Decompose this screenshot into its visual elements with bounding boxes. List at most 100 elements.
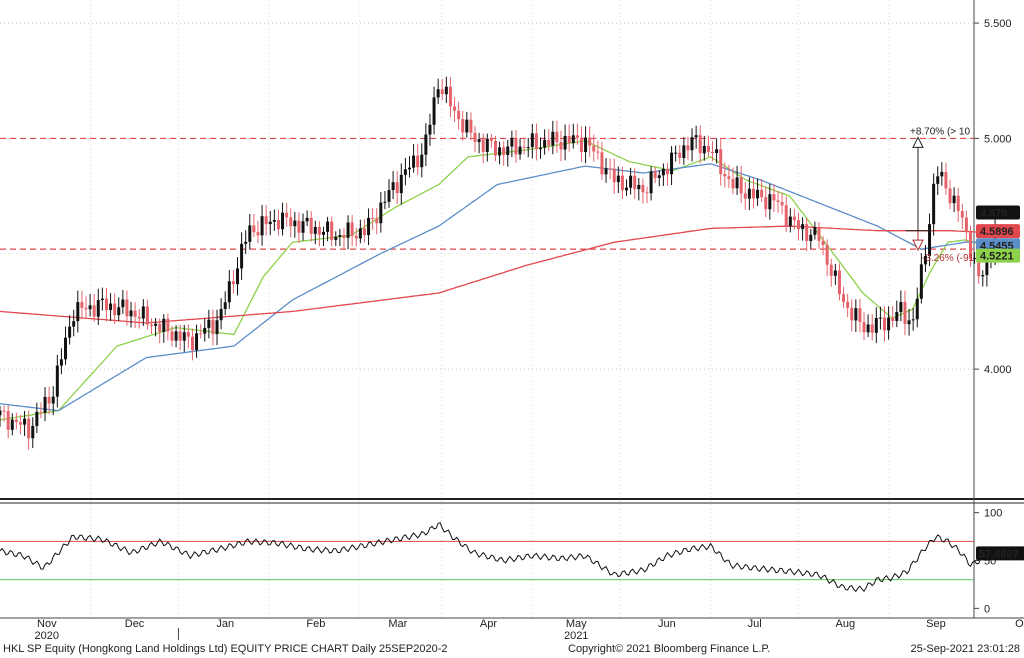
candle-body bbox=[272, 220, 276, 222]
candle-body bbox=[223, 302, 227, 309]
candle-body bbox=[383, 201, 387, 203]
candle-body bbox=[539, 147, 543, 150]
candle-body bbox=[559, 142, 563, 150]
candle-body bbox=[489, 138, 493, 141]
candle-body bbox=[121, 299, 125, 308]
candle-body bbox=[842, 294, 846, 302]
candle-body bbox=[882, 317, 886, 331]
candle-body bbox=[616, 175, 620, 183]
candle-body bbox=[293, 220, 297, 227]
month-label: Jul bbox=[748, 618, 762, 630]
candle-body bbox=[158, 323, 162, 332]
candle-body bbox=[837, 270, 841, 295]
candle-body bbox=[543, 139, 547, 148]
candle-body bbox=[919, 264, 923, 299]
candle-body bbox=[682, 145, 686, 159]
candle-body bbox=[498, 147, 502, 156]
candle-body bbox=[895, 312, 899, 321]
candle-body bbox=[629, 175, 633, 188]
candle-body bbox=[387, 190, 391, 202]
candle-body bbox=[23, 418, 27, 425]
candle-body bbox=[453, 106, 457, 111]
candle-body bbox=[923, 255, 927, 265]
candle-body bbox=[977, 258, 981, 277]
candle-body bbox=[665, 168, 669, 175]
candle-body bbox=[825, 244, 829, 265]
candle-body bbox=[670, 152, 674, 175]
candle-body bbox=[780, 201, 784, 206]
up-annotation-label: +8.70% (> 10 bbox=[910, 126, 970, 137]
candle-body bbox=[170, 331, 174, 341]
candle-body bbox=[268, 221, 272, 225]
candle-body bbox=[477, 139, 481, 142]
month-label: Oct bbox=[1015, 618, 1024, 630]
candle-body bbox=[522, 146, 526, 148]
candle-body bbox=[719, 149, 723, 175]
candle-body bbox=[502, 147, 506, 156]
candle-body bbox=[878, 317, 882, 319]
down-arrow-icon bbox=[912, 239, 924, 252]
candle-body bbox=[846, 301, 850, 308]
candle-body bbox=[698, 135, 702, 154]
candle-body bbox=[645, 192, 649, 194]
candle-body bbox=[870, 324, 874, 333]
candle-body bbox=[678, 152, 682, 159]
candle-body bbox=[96, 299, 100, 317]
candle-body bbox=[2, 410, 6, 412]
candle-body bbox=[236, 268, 240, 285]
candle-body bbox=[526, 147, 530, 149]
candle-body bbox=[174, 331, 178, 341]
candle-body bbox=[117, 307, 121, 316]
candle-body bbox=[80, 302, 84, 308]
footer-copyright: Copyright© 2021 Bloomberg Finance L.P. bbox=[568, 643, 771, 655]
candle-body bbox=[702, 146, 706, 154]
candle-body bbox=[858, 308, 862, 323]
candle-body bbox=[866, 324, 870, 333]
candle-body bbox=[354, 235, 358, 239]
moving-average-ma-50 bbox=[0, 163, 998, 412]
candle-body bbox=[686, 145, 690, 151]
candle-body bbox=[788, 216, 792, 226]
candle-body bbox=[182, 332, 186, 341]
candle-body bbox=[133, 310, 137, 317]
candle-body bbox=[551, 131, 555, 146]
candle-body bbox=[530, 133, 534, 148]
candle-body bbox=[76, 302, 80, 322]
candle-body bbox=[35, 411, 39, 426]
candle-body bbox=[592, 145, 596, 152]
candle-body bbox=[47, 396, 51, 404]
candle-body bbox=[932, 183, 936, 225]
candle-body bbox=[145, 306, 149, 325]
candle-body bbox=[6, 411, 10, 430]
candle-body bbox=[260, 216, 264, 236]
candle-body bbox=[637, 184, 641, 190]
candle-body bbox=[854, 308, 858, 321]
candle-body bbox=[985, 257, 989, 276]
candle-body bbox=[751, 188, 755, 199]
price-label-box bbox=[976, 205, 1020, 220]
candle-body bbox=[968, 232, 972, 259]
candle-body bbox=[371, 217, 375, 219]
candle-body bbox=[960, 211, 964, 218]
month-label: Sep bbox=[926, 618, 946, 630]
price-tick-label: 5.500 bbox=[984, 18, 1012, 30]
candle-body bbox=[625, 187, 629, 191]
candle-body bbox=[797, 220, 801, 230]
year-label: 2020 bbox=[35, 630, 59, 640]
month-label: Apr bbox=[480, 618, 497, 630]
candle-body bbox=[141, 306, 145, 319]
candle-body bbox=[928, 224, 932, 256]
candle-body bbox=[51, 396, 55, 404]
candle-body bbox=[227, 281, 231, 303]
candle-body bbox=[862, 322, 866, 333]
candle-body bbox=[252, 225, 256, 233]
candle-body bbox=[899, 302, 903, 313]
candle-body bbox=[195, 333, 199, 351]
candle-body bbox=[203, 327, 207, 334]
candle-body bbox=[674, 152, 678, 154]
candle-body bbox=[596, 151, 600, 153]
candle-body bbox=[715, 149, 719, 154]
candle-body bbox=[493, 140, 497, 156]
candle-body bbox=[801, 224, 805, 230]
candle-body bbox=[973, 258, 977, 260]
